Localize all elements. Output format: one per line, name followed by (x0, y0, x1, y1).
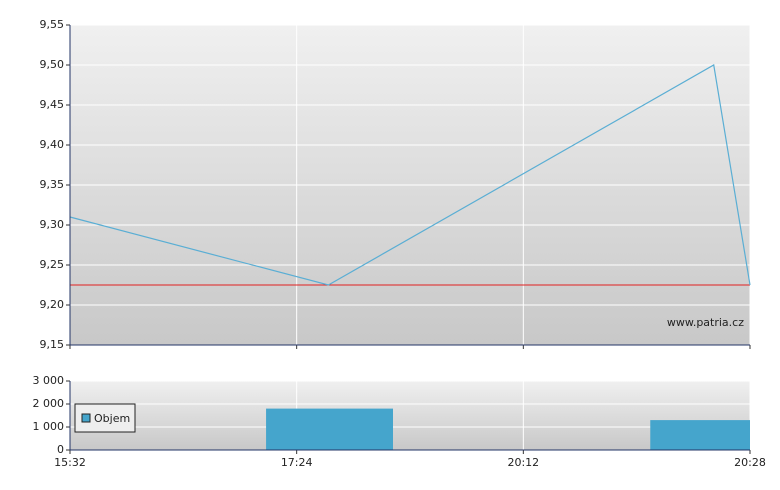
y-tick-label: 0 (57, 443, 64, 456)
y-tick-label: 9,35 (40, 178, 65, 191)
y-tick-label: 9,50 (40, 58, 65, 71)
bar (650, 420, 750, 450)
x-tick-label: 20:12 (507, 456, 539, 469)
legend-label: Objem (94, 412, 130, 425)
y-tick-label: 9,45 (40, 98, 65, 111)
x-tick-label: 20:28 (734, 456, 766, 469)
y-tick-label: 9,40 (40, 138, 65, 151)
legend-swatch (81, 413, 91, 423)
y-tick-label: 9,20 (40, 298, 65, 311)
y-tick-label: 9,55 (40, 18, 65, 31)
y-tick-label: 3 000 (33, 374, 65, 387)
y-tick-label: 9,25 (40, 258, 65, 271)
line (69, 64, 751, 286)
y-tick-label: 1 000 (33, 420, 65, 433)
y-tick-label: 9,15 (40, 338, 65, 351)
plot-area (70, 381, 750, 450)
watermark: www.patria.cz (667, 316, 744, 329)
y-tick-label: 2 000 (33, 397, 65, 410)
x-tick-label: 17:24 (281, 456, 313, 469)
legend: Objem (74, 403, 136, 433)
y-tick-label: 9,30 (40, 218, 65, 231)
bar (266, 408, 393, 450)
x-tick-label: 15:32 (54, 456, 86, 469)
